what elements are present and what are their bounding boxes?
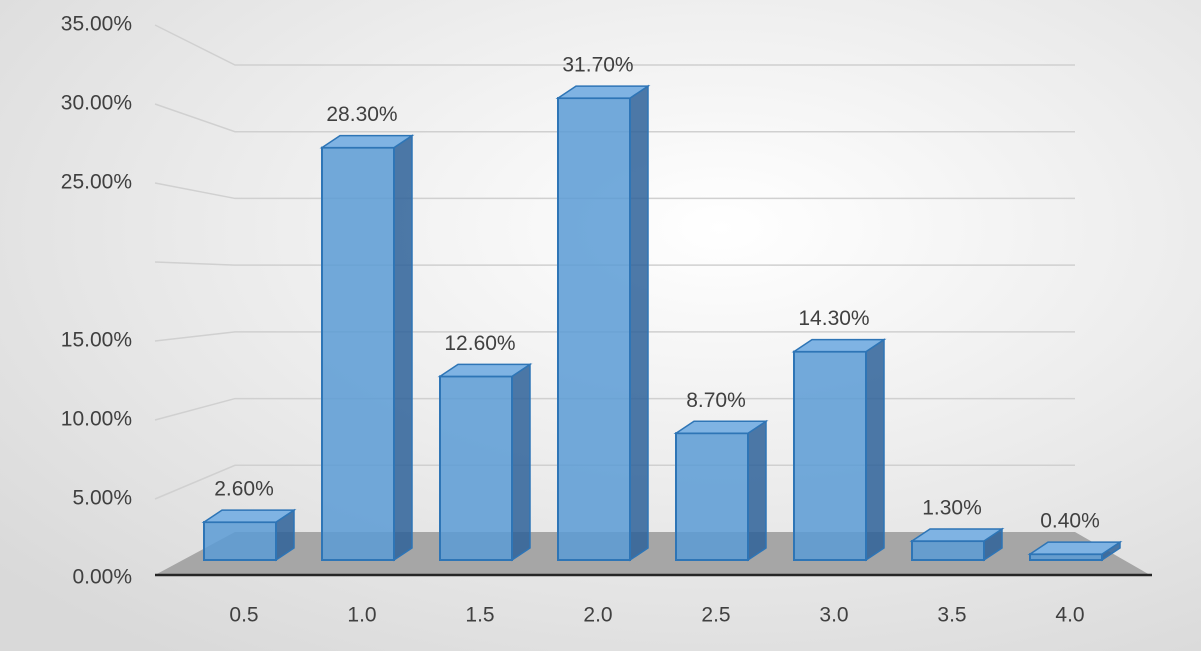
bar (203, 521, 277, 561)
x-tick-label: 1.0 (347, 604, 376, 627)
y-tick-label: 15.00% (61, 329, 132, 352)
bar-top (319, 134, 415, 149)
bar-top (1027, 541, 1123, 555)
grid-line (154, 331, 1075, 342)
y-tick-label: 30.00% (61, 92, 132, 115)
y-tick-label: 25.00% (61, 171, 132, 194)
bar (439, 375, 513, 561)
y-tick-label: 5.00% (72, 487, 132, 510)
bar-top (555, 85, 651, 99)
x-tick-label: 3.0 (819, 604, 848, 627)
x-tick-label: 0.5 (229, 604, 258, 627)
grid-line (154, 103, 1075, 133)
grid-line (154, 261, 1075, 266)
grid-line (154, 24, 1075, 66)
y-tick-label: 0.00% (72, 566, 132, 589)
bar (793, 350, 867, 561)
x-tick-label: 2.5 (701, 604, 730, 627)
value-label: 2.60% (214, 478, 274, 501)
value-label: 1.30% (922, 497, 982, 520)
y-tick-label: 35.00% (61, 13, 132, 36)
bar-top (909, 528, 1005, 542)
x-tick-label: 3.5 (937, 604, 966, 627)
x-tick-label: 4.0 (1055, 604, 1084, 627)
value-label: 31.70% (562, 54, 633, 77)
bar (911, 540, 985, 561)
x-tick-label: 2.0 (583, 604, 612, 627)
bar-top (791, 338, 887, 353)
value-label: 28.30% (326, 103, 397, 126)
bar-side (511, 362, 531, 562)
y-tick-label: 10.00% (61, 408, 132, 431)
value-label: 14.30% (798, 307, 869, 330)
bar (321, 146, 395, 561)
value-label: 0.40% (1040, 510, 1100, 533)
bar-top (201, 509, 297, 523)
bar-top (437, 363, 533, 378)
grid-line (154, 182, 1075, 200)
value-label: 12.60% (444, 332, 515, 355)
value-label: 8.70% (686, 389, 746, 412)
bar-side (393, 134, 413, 562)
bar (675, 432, 749, 562)
bar-side (747, 419, 767, 562)
bar (557, 97, 631, 561)
bar (1029, 553, 1103, 562)
bar-side (865, 338, 885, 562)
bar-top (673, 420, 769, 434)
bar-side (629, 84, 649, 562)
x-tick-label: 1.5 (465, 604, 494, 627)
